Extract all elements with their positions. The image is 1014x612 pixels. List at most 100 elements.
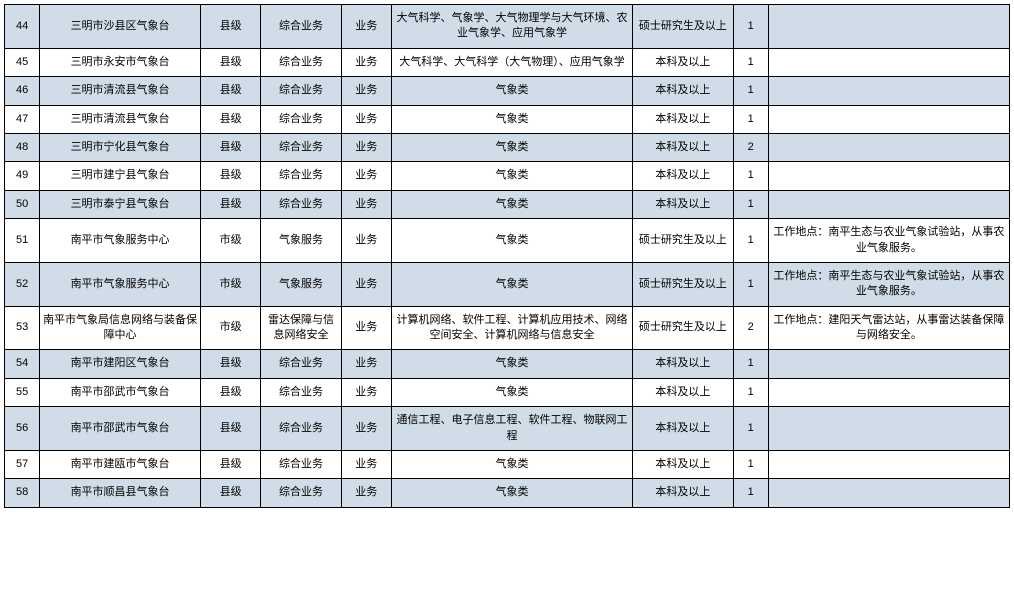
cell-level: 县级 <box>200 479 260 507</box>
cell-level: 县级 <box>200 350 260 378</box>
cell-qty: 1 <box>733 162 768 190</box>
cell-level: 县级 <box>200 407 260 451</box>
table-row: 54南平市建阳区气象台县级综合业务业务气象类本科及以上1 <box>5 350 1010 378</box>
cell-pos: 综合业务 <box>261 350 341 378</box>
cell-cat: 业务 <box>341 105 391 133</box>
cell-level: 县级 <box>200 451 260 479</box>
cell-unit: 三明市宁化县气象台 <box>40 133 201 161</box>
cell-unit: 南平市气象服务中心 <box>40 219 201 263</box>
cell-cat: 业务 <box>341 378 391 406</box>
cell-unit: 南平市建瓯市气象台 <box>40 451 201 479</box>
cell-idx: 51 <box>5 219 40 263</box>
cell-pos: 综合业务 <box>261 407 341 451</box>
cell-idx: 45 <box>5 48 40 76</box>
cell-pos: 综合业务 <box>261 479 341 507</box>
cell-level: 县级 <box>200 5 260 49</box>
cell-cat: 业务 <box>341 5 391 49</box>
cell-idx: 55 <box>5 378 40 406</box>
cell-note <box>768 77 1009 105</box>
cell-note <box>768 451 1009 479</box>
cell-cat: 业务 <box>341 48 391 76</box>
table-row: 57南平市建瓯市气象台县级综合业务业务气象类本科及以上1 <box>5 451 1010 479</box>
cell-idx: 44 <box>5 5 40 49</box>
table-row: 47三明市清流县气象台县级综合业务业务气象类本科及以上1 <box>5 105 1010 133</box>
cell-idx: 54 <box>5 350 40 378</box>
cell-edu: 本科及以上 <box>633 451 734 479</box>
cell-level: 县级 <box>200 190 260 218</box>
cell-note <box>768 105 1009 133</box>
cell-pos: 气象服务 <box>261 219 341 263</box>
cell-level: 市级 <box>200 306 260 350</box>
cell-qty: 1 <box>733 407 768 451</box>
cell-major: 气象类 <box>391 479 632 507</box>
cell-level: 县级 <box>200 162 260 190</box>
cell-idx: 49 <box>5 162 40 190</box>
cell-pos: 综合业务 <box>261 5 341 49</box>
cell-cat: 业务 <box>341 479 391 507</box>
cell-pos: 雷达保障与信息网络安全 <box>261 306 341 350</box>
cell-unit: 南平市邵武市气象台 <box>40 378 201 406</box>
cell-note <box>768 162 1009 190</box>
cell-note <box>768 5 1009 49</box>
table-row: 53南平市气象局信息网络与装备保障中心市级雷达保障与信息网络安全业务计算机网络、… <box>5 306 1010 350</box>
table-row: 58南平市顺昌县气象台县级综合业务业务气象类本科及以上1 <box>5 479 1010 507</box>
table-row: 45三明市永安市气象台县级综合业务业务大气科学、大气科学（大气物理）、应用气象学… <box>5 48 1010 76</box>
cell-cat: 业务 <box>341 451 391 479</box>
table-row: 48三明市宁化县气象台县级综合业务业务气象类本科及以上2 <box>5 133 1010 161</box>
cell-idx: 58 <box>5 479 40 507</box>
cell-edu: 硕士研究生及以上 <box>633 219 734 263</box>
cell-cat: 业务 <box>341 219 391 263</box>
cell-unit: 南平市邵武市气象台 <box>40 407 201 451</box>
cell-unit: 三明市建宁县气象台 <box>40 162 201 190</box>
cell-pos: 气象服务 <box>261 262 341 306</box>
cell-level: 市级 <box>200 219 260 263</box>
cell-pos: 综合业务 <box>261 378 341 406</box>
table-row: 46三明市清流县气象台县级综合业务业务气象类本科及以上1 <box>5 77 1010 105</box>
cell-idx: 56 <box>5 407 40 451</box>
cell-major: 气象类 <box>391 262 632 306</box>
cell-qty: 1 <box>733 105 768 133</box>
cell-unit: 南平市顺昌县气象台 <box>40 479 201 507</box>
cell-note <box>768 479 1009 507</box>
cell-pos: 综合业务 <box>261 48 341 76</box>
cell-pos: 综合业务 <box>261 77 341 105</box>
cell-major: 大气科学、气象学、大气物理学与大气环境、农业气象学、应用气象学 <box>391 5 632 49</box>
cell-idx: 48 <box>5 133 40 161</box>
cell-cat: 业务 <box>341 190 391 218</box>
table-row: 44三明市沙县区气象台县级综合业务业务大气科学、气象学、大气物理学与大气环境、农… <box>5 5 1010 49</box>
table-row: 50三明市泰宁县气象台县级综合业务业务气象类本科及以上1 <box>5 190 1010 218</box>
table-row: 52南平市气象服务中心市级气象服务业务气象类硕士研究生及以上1工作地点：南平生态… <box>5 262 1010 306</box>
cell-note <box>768 133 1009 161</box>
cell-major: 通信工程、电子信息工程、软件工程、物联网工程 <box>391 407 632 451</box>
cell-edu: 硕士研究生及以上 <box>633 5 734 49</box>
cell-edu: 本科及以上 <box>633 378 734 406</box>
cell-qty: 1 <box>733 350 768 378</box>
cell-edu: 本科及以上 <box>633 190 734 218</box>
cell-unit: 三明市泰宁县气象台 <box>40 190 201 218</box>
cell-edu: 本科及以上 <box>633 479 734 507</box>
cell-qty: 2 <box>733 306 768 350</box>
cell-pos: 综合业务 <box>261 105 341 133</box>
cell-edu: 本科及以上 <box>633 133 734 161</box>
cell-edu: 本科及以上 <box>633 105 734 133</box>
cell-note: 工作地点：南平生态与农业气象试验站，从事农业气象服务。 <box>768 262 1009 306</box>
cell-qty: 1 <box>733 451 768 479</box>
table-body: 44三明市沙县区气象台县级综合业务业务大气科学、气象学、大气物理学与大气环境、农… <box>5 5 1010 508</box>
cell-cat: 业务 <box>341 306 391 350</box>
cell-idx: 53 <box>5 306 40 350</box>
cell-cat: 业务 <box>341 407 391 451</box>
cell-idx: 52 <box>5 262 40 306</box>
cell-edu: 本科及以上 <box>633 48 734 76</box>
cell-level: 县级 <box>200 48 260 76</box>
cell-level: 县级 <box>200 378 260 406</box>
cell-major: 大气科学、大气科学（大气物理）、应用气象学 <box>391 48 632 76</box>
cell-unit: 三明市永安市气象台 <box>40 48 201 76</box>
cell-pos: 综合业务 <box>261 133 341 161</box>
recruitment-table: 44三明市沙县区气象台县级综合业务业务大气科学、气象学、大气物理学与大气环境、农… <box>4 4 1010 508</box>
cell-major: 气象类 <box>391 105 632 133</box>
cell-qty: 1 <box>733 262 768 306</box>
cell-major: 气象类 <box>391 162 632 190</box>
cell-qty: 1 <box>733 5 768 49</box>
cell-edu: 硕士研究生及以上 <box>633 306 734 350</box>
cell-edu: 本科及以上 <box>633 162 734 190</box>
